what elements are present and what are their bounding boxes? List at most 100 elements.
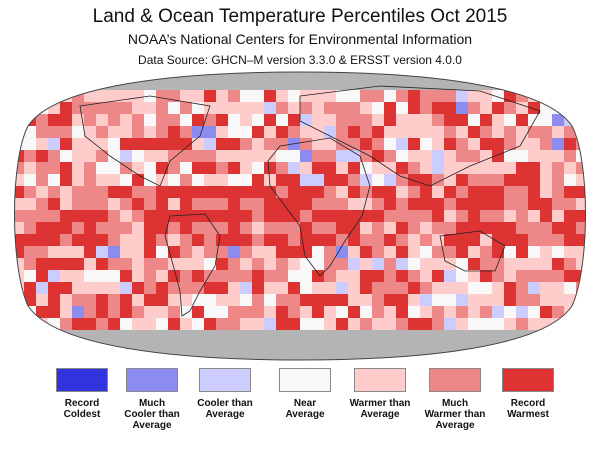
map-cell	[300, 246, 312, 258]
map-cell	[252, 318, 264, 330]
map-cell	[300, 342, 312, 354]
map-cell	[396, 318, 408, 330]
map-cell	[240, 102, 252, 114]
map-cell	[132, 210, 144, 222]
map-cell	[108, 114, 120, 126]
map-cell	[348, 174, 360, 186]
map-cell	[228, 294, 240, 306]
map-cell	[312, 354, 324, 360]
map-cell	[144, 126, 156, 138]
map-cell	[384, 174, 396, 186]
map-cell	[60, 222, 72, 234]
map-cell	[564, 174, 576, 186]
map-cell	[348, 138, 360, 150]
map-cell	[528, 294, 540, 306]
legend-swatch	[56, 368, 108, 392]
map-cell	[324, 318, 336, 330]
map-cell	[528, 318, 540, 330]
map-cell	[540, 186, 552, 198]
map-cell	[276, 72, 288, 78]
map-cell	[516, 330, 528, 342]
map-cell	[108, 126, 120, 138]
map-cell	[84, 210, 96, 222]
map-cell	[540, 72, 552, 78]
map-cell	[384, 270, 396, 282]
map-cell	[156, 306, 168, 318]
map-cell	[84, 174, 96, 186]
map-cell	[528, 270, 540, 282]
map-cell	[588, 150, 600, 162]
legend-label-line: Cooler than	[124, 409, 180, 420]
map-cell	[132, 150, 144, 162]
map-cell	[14, 114, 24, 126]
map-cell	[276, 222, 288, 234]
map-cell	[324, 198, 336, 210]
map-cell	[276, 150, 288, 162]
map-cell	[408, 234, 420, 246]
map-cell	[228, 162, 240, 174]
map-cell	[48, 162, 60, 174]
map-cell	[360, 282, 372, 294]
map-cell	[504, 114, 516, 126]
map-cell	[36, 234, 48, 246]
map-cell	[132, 90, 144, 102]
map-cell	[120, 270, 132, 282]
map-cell	[144, 114, 156, 126]
map-cell	[492, 150, 504, 162]
legend-label-line: Warmer than	[424, 409, 486, 420]
map-cell	[96, 234, 108, 246]
map-cell	[420, 258, 432, 270]
map-cell	[156, 282, 168, 294]
map-cell	[288, 126, 300, 138]
map-cell	[204, 306, 216, 318]
map-cell	[396, 174, 408, 186]
map-cell	[24, 198, 36, 210]
map-cell	[540, 246, 552, 258]
coastlines	[79, 85, 541, 317]
map-cell	[336, 270, 348, 282]
map-cell	[408, 210, 420, 222]
map-cell	[312, 102, 324, 114]
map-cell	[300, 72, 312, 78]
map-cell	[84, 72, 96, 78]
map-cell	[276, 114, 288, 126]
map-cell	[132, 126, 144, 138]
map-cell	[120, 294, 132, 306]
map-cell	[36, 174, 48, 186]
map-cell	[300, 90, 312, 102]
map-cell	[468, 72, 480, 78]
map-cell	[300, 150, 312, 162]
map-cell	[480, 150, 492, 162]
map-cell	[372, 90, 384, 102]
map-cell	[36, 246, 48, 258]
map-cell	[240, 90, 252, 102]
map-cell	[252, 198, 264, 210]
map-cell	[72, 186, 84, 198]
map-cell	[84, 162, 96, 174]
map-cell	[504, 72, 516, 78]
map-cell	[276, 354, 288, 360]
map-cell	[420, 294, 432, 306]
map-cell	[564, 198, 576, 210]
map-cell	[144, 222, 156, 234]
map-cell	[288, 258, 300, 270]
map-cell	[24, 282, 36, 294]
map-cell	[48, 246, 60, 258]
map-cell	[588, 246, 600, 258]
map-cell	[456, 198, 468, 210]
map-cell	[156, 78, 168, 90]
map-cell	[516, 138, 528, 150]
map-cell	[132, 270, 144, 282]
map-cell	[192, 246, 204, 258]
map-cell	[456, 114, 468, 126]
map-cell	[0, 234, 12, 246]
map-cell	[216, 282, 228, 294]
legend-item: Cooler than Average	[185, 368, 265, 420]
map-cell	[84, 258, 96, 270]
map-cell	[144, 186, 156, 198]
map-cell	[444, 246, 456, 258]
map-cell	[384, 150, 396, 162]
map-cell	[288, 114, 300, 126]
map-cell	[456, 78, 468, 90]
map-cell	[48, 210, 60, 222]
